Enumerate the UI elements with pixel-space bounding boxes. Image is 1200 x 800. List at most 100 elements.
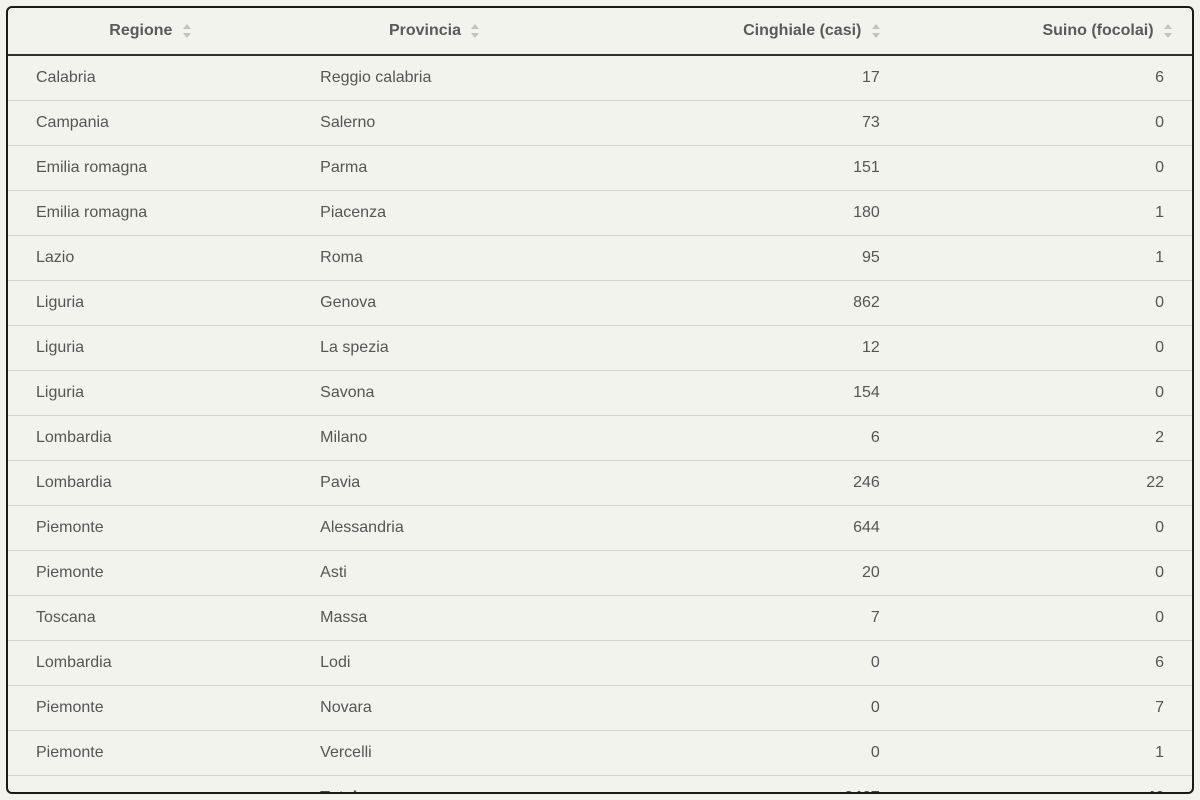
cell-provincia: Roma	[292, 236, 576, 281]
cell-provincia: Parma	[292, 146, 576, 191]
table-row: LombardiaMilano62	[8, 416, 1192, 461]
column-header-regione[interactable]: Regione	[8, 8, 292, 55]
cell-regione: Piemonte	[8, 506, 292, 551]
table-row: Emilia romagnaParma1510	[8, 146, 1192, 191]
table-row: LombardiaLodi06	[8, 641, 1192, 686]
cell-provincia: Genova	[292, 281, 576, 326]
cell-regione: Lazio	[8, 236, 292, 281]
cell-cinghiale: 246	[576, 461, 908, 506]
column-label: Cinghiale (casi)	[743, 22, 861, 39]
cell-provincia: Asti	[292, 551, 576, 596]
table-row: CalabriaReggio calabria176	[8, 55, 1192, 101]
cell-cinghiale: 7	[576, 596, 908, 641]
table-row: LazioRoma951	[8, 236, 1192, 281]
column-label: Suino (focolai)	[1042, 22, 1153, 39]
cell-provincia: Pavia	[292, 461, 576, 506]
cell-cinghiale: 95	[576, 236, 908, 281]
data-table: Regione Provincia Cinghiale (casi) Suino…	[8, 8, 1192, 794]
cell-cinghiale: 12	[576, 326, 908, 371]
cell-suino: 7	[908, 686, 1192, 731]
cell-suino: 6	[908, 55, 1192, 101]
cell-suino: 0	[908, 371, 1192, 416]
cell-provincia: Alessandria	[292, 506, 576, 551]
cell-provincia: Salerno	[292, 101, 576, 146]
table-row: PiemonteAlessandria6440	[8, 506, 1192, 551]
cell-regione: Calabria	[8, 55, 292, 101]
sort-icon[interactable]	[872, 24, 880, 38]
table-row: PiemonteNovara07	[8, 686, 1192, 731]
cell-cinghiale: 6	[576, 416, 908, 461]
cell-provincia: Piacenza	[292, 191, 576, 236]
cell-total-blank	[8, 776, 292, 795]
cell-cinghiale: 20	[576, 551, 908, 596]
column-header-provincia[interactable]: Provincia	[292, 8, 576, 55]
table-row: LiguriaGenova8620	[8, 281, 1192, 326]
cell-regione: Toscana	[8, 596, 292, 641]
cell-total-label: Totale	[292, 776, 576, 795]
cell-regione: Lombardia	[8, 641, 292, 686]
table-total-row: Totale246746	[8, 776, 1192, 795]
table-row: PiemonteVercelli01	[8, 731, 1192, 776]
cell-regione: Liguria	[8, 371, 292, 416]
cell-regione: Lombardia	[8, 416, 292, 461]
cell-suino: 0	[908, 146, 1192, 191]
cell-suino: 22	[908, 461, 1192, 506]
table-row: CampaniaSalerno730	[8, 101, 1192, 146]
cell-suino: 6	[908, 641, 1192, 686]
sort-icon[interactable]	[183, 24, 191, 38]
column-header-cinghiale[interactable]: Cinghiale (casi)	[576, 8, 908, 55]
cell-cinghiale: 151	[576, 146, 908, 191]
cell-regione: Piemonte	[8, 731, 292, 776]
cell-cinghiale: 0	[576, 641, 908, 686]
cell-provincia: Vercelli	[292, 731, 576, 776]
cell-suino: 0	[908, 596, 1192, 641]
cell-regione: Campania	[8, 101, 292, 146]
table-row: PiemonteAsti200	[8, 551, 1192, 596]
cell-regione: Liguria	[8, 326, 292, 371]
table-row: LombardiaPavia24622	[8, 461, 1192, 506]
table-row: Emilia romagnaPiacenza1801	[8, 191, 1192, 236]
cell-total-cinghiale: 2467	[576, 776, 908, 795]
cell-total-suino: 46	[908, 776, 1192, 795]
cell-suino: 0	[908, 506, 1192, 551]
cell-cinghiale: 17	[576, 55, 908, 101]
cell-provincia: Massa	[292, 596, 576, 641]
cell-cinghiale: 180	[576, 191, 908, 236]
column-label: Regione	[109, 22, 172, 39]
cell-suino: 0	[908, 326, 1192, 371]
cell-provincia: Reggio calabria	[292, 55, 576, 101]
cell-provincia: Novara	[292, 686, 576, 731]
cell-suino: 0	[908, 551, 1192, 596]
cell-suino: 0	[908, 101, 1192, 146]
table-row: LiguriaSavona1540	[8, 371, 1192, 416]
table-row: LiguriaLa spezia120	[8, 326, 1192, 371]
cell-regione: Liguria	[8, 281, 292, 326]
cell-provincia: Milano	[292, 416, 576, 461]
cell-provincia: Savona	[292, 371, 576, 416]
column-label: Provincia	[389, 22, 461, 39]
cell-suino: 2	[908, 416, 1192, 461]
cell-regione: Emilia romagna	[8, 191, 292, 236]
cell-cinghiale: 73	[576, 101, 908, 146]
cell-regione: Emilia romagna	[8, 146, 292, 191]
column-header-suino[interactable]: Suino (focolai)	[908, 8, 1192, 55]
cell-suino: 1	[908, 731, 1192, 776]
cell-suino: 1	[908, 236, 1192, 281]
table-row: ToscanaMassa70	[8, 596, 1192, 641]
table-header-row: Regione Provincia Cinghiale (casi) Suino…	[8, 8, 1192, 55]
cell-provincia: Lodi	[292, 641, 576, 686]
cell-cinghiale: 154	[576, 371, 908, 416]
cell-cinghiale: 0	[576, 686, 908, 731]
cell-suino: 0	[908, 281, 1192, 326]
sort-icon[interactable]	[471, 24, 479, 38]
cell-suino: 1	[908, 191, 1192, 236]
cell-provincia: La spezia	[292, 326, 576, 371]
sort-icon[interactable]	[1164, 24, 1172, 38]
cell-regione: Piemonte	[8, 551, 292, 596]
cell-cinghiale: 0	[576, 731, 908, 776]
cell-cinghiale: 862	[576, 281, 908, 326]
cell-regione: Lombardia	[8, 461, 292, 506]
cell-regione: Piemonte	[8, 686, 292, 731]
table-frame: Regione Provincia Cinghiale (casi) Suino…	[6, 6, 1194, 794]
cell-cinghiale: 644	[576, 506, 908, 551]
